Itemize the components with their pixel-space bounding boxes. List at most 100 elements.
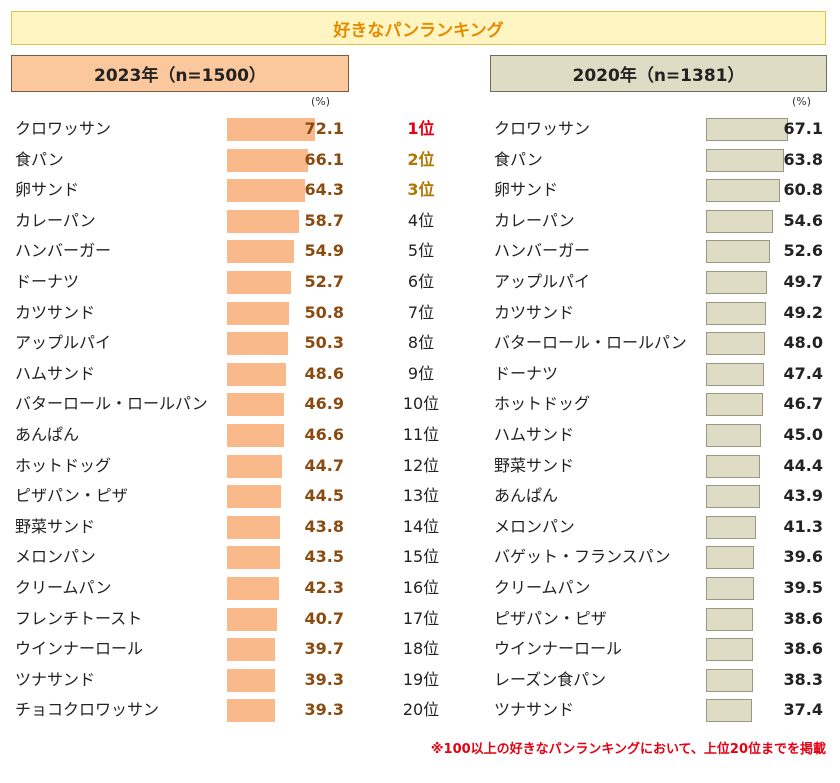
data-label-2020: 44.4 — [783, 455, 823, 475]
category-label-2020: メロンパン — [494, 516, 575, 536]
category-label-2023: ホットドッグ — [15, 455, 112, 475]
category-label-2020: ハムサンド — [494, 425, 575, 444]
rank-label: 20位 — [402, 700, 440, 720]
unit-label-2020: (%) — [792, 95, 812, 108]
series-2023-header: 2023年（n=1500） — [11, 55, 349, 92]
data-label-2023: 43.5 — [304, 547, 344, 567]
bar-2020 — [706, 699, 752, 723]
category-label-2023: ウインナーロール — [15, 639, 144, 659]
data-label-2023: 44.5 — [304, 486, 344, 506]
category-label-2023: 野菜サンド — [15, 516, 96, 536]
rank-label: 5位 — [407, 241, 435, 261]
rank-label: 13位 — [402, 486, 440, 506]
data-label-2023: 48.6 — [304, 363, 344, 383]
bar-2020 — [706, 485, 760, 509]
rank-label: 7位 — [407, 302, 435, 322]
data-label-2020: 43.9 — [783, 486, 823, 506]
category-label-2023: ドーナツ — [15, 272, 80, 291]
bar-2023 — [227, 454, 282, 478]
bar-2023 — [227, 668, 275, 692]
rank-label: 4位 — [407, 210, 435, 230]
data-label-2023: 50.8 — [304, 302, 344, 322]
category-label-2023: 食パン — [15, 149, 64, 169]
bar-2023 — [227, 148, 308, 172]
category-label-2020: バゲット・フランスパン — [494, 547, 671, 567]
bar-2020 — [706, 332, 765, 356]
data-label-2020: 37.4 — [783, 700, 823, 720]
data-label-2020: 49.2 — [783, 302, 823, 322]
footnote: ※100以上の好きなパンランキングにおいて、上位20位までを掲載 — [430, 742, 826, 757]
bar-2020 — [706, 577, 755, 600]
rank-label: 15位 — [402, 547, 440, 567]
bar-2023 — [227, 424, 284, 447]
category-label-2023: フレンチトースト — [15, 608, 143, 628]
category-label-2023: ピザパン・ピザ — [15, 486, 128, 506]
rank-label: 10位 — [402, 394, 440, 414]
category-label-2023: カツサンド — [15, 302, 96, 322]
bar-2023 — [227, 515, 281, 539]
data-label-2020: 39.6 — [783, 547, 823, 567]
data-label-2020: 39.5 — [783, 578, 823, 597]
category-label-2020: ドーナツ — [494, 363, 559, 383]
bar-2020 — [706, 209, 773, 233]
bar-2020 — [706, 393, 763, 417]
rank-label: 12位 — [402, 455, 440, 475]
data-label-2020: 60.8 — [783, 180, 823, 200]
category-label-2020: クリームパン — [494, 578, 591, 597]
category-label-2020: バターロール・ロールパン — [494, 333, 687, 353]
bar-2023 — [227, 209, 299, 233]
category-label-2023: アップルパイ — [15, 333, 112, 353]
rank-label: 19位 — [402, 669, 440, 689]
rank-label: 17位 — [402, 608, 440, 628]
data-label-2023: 64.3 — [304, 180, 344, 200]
bar-2020 — [706, 454, 761, 478]
data-label-2023: 40.7 — [304, 608, 344, 628]
data-label-2020: 45.0 — [783, 425, 823, 444]
category-label-2020: レーズン食パン — [494, 669, 607, 689]
bar-2023 — [227, 638, 276, 662]
bar-2023 — [227, 607, 277, 631]
data-label-2023: 72.1 — [304, 119, 344, 138]
category-label-2023: クロワッサン — [15, 119, 112, 138]
category-label-2020: カレーパン — [494, 210, 575, 230]
bar-2020 — [706, 148, 784, 172]
category-label-2023: カレーパン — [15, 210, 96, 230]
rank-label: 18位 — [402, 639, 440, 659]
category-label-2023: ハンバーガー — [15, 241, 112, 261]
data-label-2020: 48.0 — [783, 333, 823, 353]
bar-2020 — [706, 668, 753, 692]
rank-label: 16位 — [402, 578, 440, 597]
data-label-2023: 43.8 — [304, 516, 344, 536]
data-label-2020: 41.3 — [783, 516, 823, 536]
category-label-2020: 食パン — [494, 149, 543, 169]
bar-2020 — [706, 271, 767, 294]
data-label-2023: 39.3 — [304, 700, 344, 720]
bar-2020 — [706, 515, 757, 539]
bar-2020 — [706, 301, 766, 325]
bar-2023 — [227, 271, 292, 294]
data-label-2023: 50.3 — [304, 333, 344, 353]
data-label-2023: 58.7 — [304, 210, 344, 230]
data-label-2020: 38.3 — [783, 669, 823, 689]
data-label-2020: 38.6 — [783, 608, 823, 628]
bar-2020 — [706, 362, 764, 386]
category-label-2023: クリームパン — [15, 578, 112, 597]
category-label-2020: アップルパイ — [494, 272, 591, 291]
rank-label: 14位 — [402, 516, 440, 536]
rank-label: 6位 — [407, 272, 435, 291]
category-label-2023: メロンパン — [15, 547, 96, 567]
data-label-2023: 66.1 — [304, 149, 344, 169]
bar-2023 — [227, 485, 282, 509]
bar-2023 — [227, 332, 289, 356]
data-label-2023: 54.9 — [304, 241, 344, 261]
category-label-2020: あんぱん — [494, 486, 559, 506]
category-label-2020: ウインナーロール — [494, 639, 623, 659]
data-label-2020: 47.4 — [783, 363, 823, 383]
bar-2020 — [706, 240, 771, 264]
rank-label: 3位 — [407, 180, 435, 200]
unit-label-2023: (%) — [311, 95, 331, 108]
rank-label: 1位 — [407, 119, 435, 138]
series-2020-header: 2020年（n=1381） — [490, 55, 827, 92]
bar-2023 — [227, 699, 275, 723]
bar-2023 — [227, 240, 294, 264]
